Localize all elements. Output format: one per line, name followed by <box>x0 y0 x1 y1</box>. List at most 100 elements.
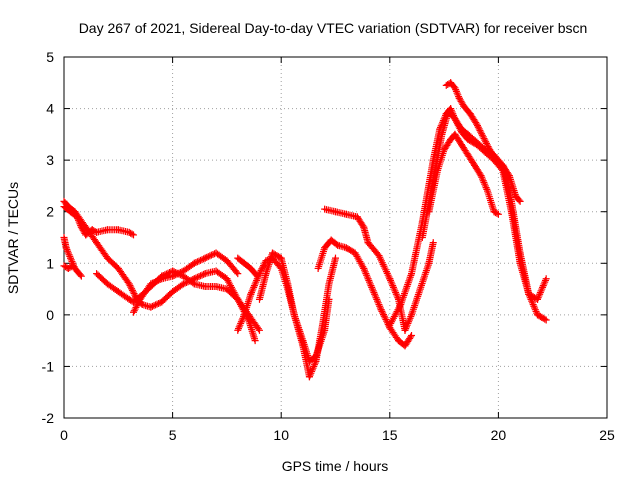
data-point <box>481 180 489 188</box>
data-point <box>482 184 490 192</box>
data-point <box>381 314 389 322</box>
data-point <box>364 275 372 283</box>
data-point <box>452 86 460 94</box>
axis-ticks: 0 5 10 15 20 25 -2 -1 0 1 2 3 4 5 <box>42 49 615 443</box>
data-point <box>253 272 261 280</box>
data-point <box>515 196 523 204</box>
x-axis-label: GPS time / hours <box>282 458 389 474</box>
data-point <box>369 287 377 295</box>
data-point <box>370 289 378 297</box>
data-point <box>311 359 319 367</box>
data-point <box>128 286 136 294</box>
data-point <box>252 271 260 279</box>
data-point <box>371 292 379 300</box>
series-arc9 <box>255 249 339 381</box>
data-point <box>408 331 416 339</box>
series-arc8 <box>234 254 261 280</box>
data-point <box>236 321 244 329</box>
y-tick-label: -2 <box>42 410 55 426</box>
data-point <box>474 123 482 131</box>
y-tick-label: -1 <box>42 358 55 374</box>
data-point <box>536 290 544 298</box>
data-point <box>62 244 70 252</box>
data-point <box>541 278 549 286</box>
data-point <box>176 268 184 276</box>
x-tick-label: 0 <box>60 427 68 443</box>
data-point <box>541 276 549 284</box>
data-point <box>533 295 541 303</box>
data-point <box>310 362 318 370</box>
data-point <box>249 285 257 293</box>
data-point <box>528 299 536 307</box>
data-point <box>456 125 464 133</box>
data-point <box>453 89 461 97</box>
data-point <box>480 178 488 186</box>
data-point <box>128 230 136 238</box>
data-point <box>392 290 400 298</box>
data-point <box>189 279 197 287</box>
data-point <box>536 289 544 297</box>
data-point <box>451 115 459 123</box>
data-point <box>128 285 136 293</box>
data-point <box>406 314 414 322</box>
data-point <box>204 253 212 261</box>
data-point <box>64 249 72 257</box>
data-point <box>170 271 178 279</box>
data-point <box>481 182 489 190</box>
data-point <box>476 126 484 134</box>
data-point <box>539 283 547 291</box>
y-tick-label: 5 <box>46 49 54 65</box>
data-point <box>251 280 259 288</box>
series-arc4 <box>60 262 77 272</box>
data-point <box>373 295 381 303</box>
data-point <box>206 252 214 260</box>
data-point <box>373 297 381 305</box>
data-point <box>392 289 400 297</box>
data-point <box>150 278 158 286</box>
data-point <box>305 373 313 381</box>
data-point <box>452 87 460 95</box>
data-point <box>478 173 486 181</box>
data-point <box>404 319 412 327</box>
data-point <box>238 316 246 324</box>
data-point <box>403 321 411 329</box>
data-point <box>377 306 385 314</box>
data-point <box>493 209 501 217</box>
data-point <box>371 290 379 298</box>
data-point <box>429 239 437 247</box>
data-point <box>366 280 374 288</box>
data-point <box>130 308 138 316</box>
data-point <box>453 120 461 128</box>
data-point <box>193 258 201 266</box>
x-tick-label: 10 <box>273 427 289 443</box>
data-point <box>483 185 491 193</box>
data-point <box>195 273 203 281</box>
data-point <box>234 325 242 333</box>
data-point <box>248 289 256 297</box>
data-point <box>362 270 370 278</box>
grid <box>64 57 607 418</box>
data-point <box>259 263 267 271</box>
data-point <box>387 278 395 286</box>
data-point <box>481 136 489 144</box>
data-point <box>234 326 242 334</box>
series-arc3 <box>60 234 85 280</box>
data-point <box>401 326 409 334</box>
data-point <box>482 138 490 146</box>
data-point <box>376 302 384 310</box>
data-point <box>67 263 75 271</box>
data-point <box>393 292 401 300</box>
data-point <box>451 84 459 92</box>
data-point <box>379 309 387 317</box>
data-point <box>375 301 383 309</box>
data-point <box>361 268 369 276</box>
data-point <box>407 313 415 321</box>
data-point <box>478 175 486 183</box>
data-point <box>363 271 371 279</box>
data-point <box>307 369 315 377</box>
data-point <box>130 290 138 298</box>
data-point <box>152 278 160 286</box>
data-point <box>258 265 266 273</box>
data-point <box>169 272 177 280</box>
